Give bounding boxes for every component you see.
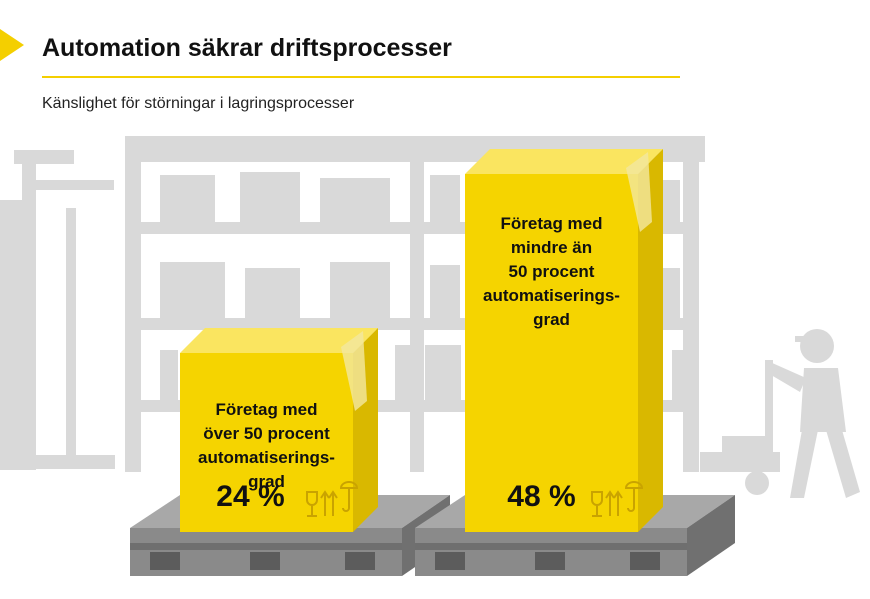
page-title: Automation säkrar driftsprocesser: [42, 34, 452, 62]
title-underline: [42, 76, 680, 78]
page-subtitle: Känslighet för störningar i lagringsproc…: [42, 95, 355, 112]
worker-illustration: [700, 329, 860, 498]
bar-category-label: grad: [533, 310, 570, 329]
corner-marker: [0, 29, 24, 61]
keep-dry-icon: [339, 481, 359, 512]
bar: [465, 174, 638, 532]
this-side-up-icon: [605, 490, 623, 516]
chart-bars: Företag med över 50 procent automatisering…: [180, 149, 663, 532]
forklift-illustration: [0, 150, 115, 470]
bar-side-face: [638, 149, 663, 532]
bar-box-1: Företag med över 50 procent automatisering…: [180, 328, 378, 532]
bar-top-face: [465, 149, 663, 174]
fragile-glass-icon: [306, 491, 318, 517]
bar-value-label: 24 %: [216, 480, 284, 513]
bar-category-label: Företag med: [500, 214, 602, 233]
tape-strip: [341, 331, 367, 411]
this-side-up-icon: [320, 490, 338, 516]
bar-top-face: [180, 328, 378, 353]
bar-category-label: 50 procent: [509, 262, 595, 281]
bar-box-2: Företag med mindre än 50 procent automatise…: [465, 149, 663, 532]
bar-value-label: 48 %: [507, 480, 575, 513]
keep-dry-icon: [624, 481, 644, 512]
fragile-glass-icon: [591, 491, 603, 517]
bar-category-label: Företag med: [215, 400, 317, 419]
warehouse-background: [0, 136, 860, 498]
bar-category-label: automatiserings-: [198, 448, 335, 467]
bar-category-label: över 50 procent: [203, 424, 330, 443]
bar-category-label: mindre än: [511, 238, 592, 257]
bar-category-label: grad: [248, 472, 285, 491]
bar-category-label: automatiserings-: [483, 286, 620, 305]
tape-strip: [626, 152, 652, 232]
